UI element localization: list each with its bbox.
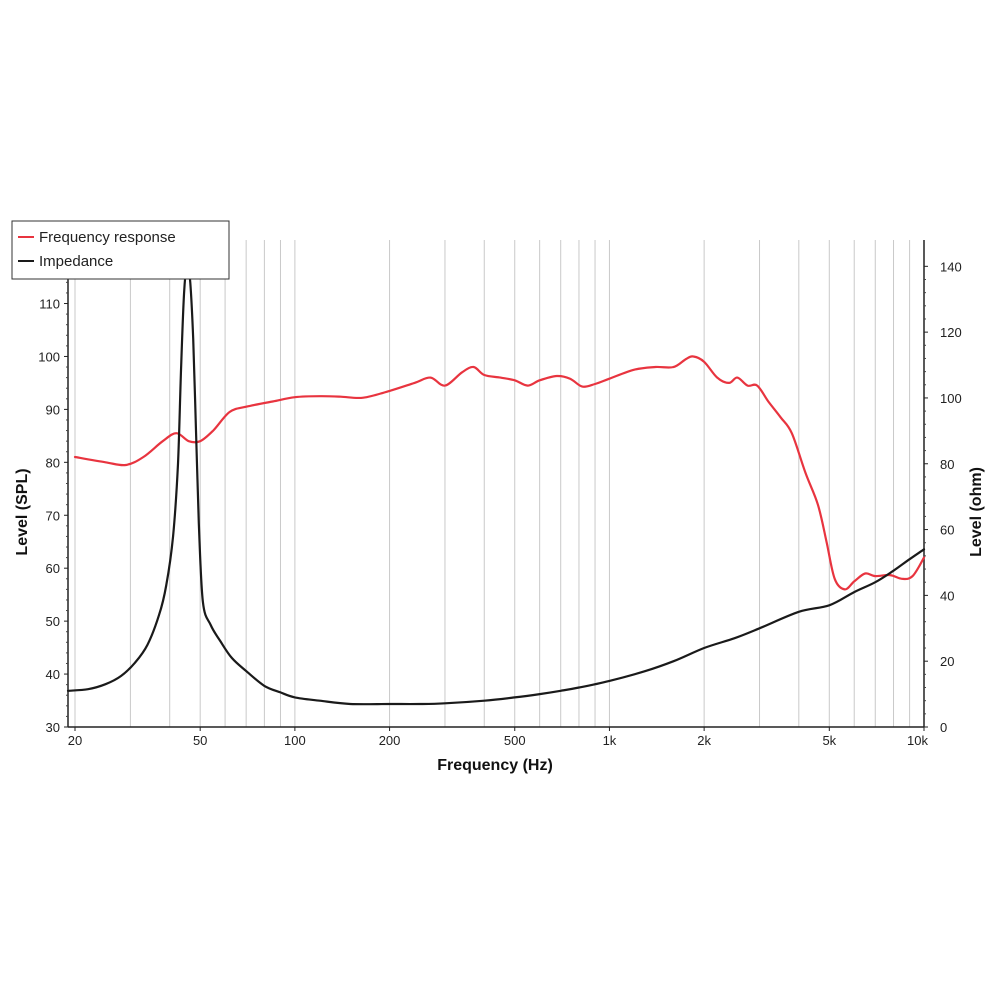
y-tick-label-left: 50 xyxy=(46,614,60,629)
x-tick-label: 2k xyxy=(697,733,711,748)
x-tick-label: 20 xyxy=(68,733,82,748)
legend-label-frequency-response: Frequency response xyxy=(39,229,176,246)
y-tick-label-right: 20 xyxy=(940,654,954,669)
y-tick-label-right: 0 xyxy=(940,720,947,735)
chart-axes: 3040506070809010011012002040608010012014… xyxy=(38,240,962,748)
x-axis-title: Frequency (Hz) xyxy=(437,757,553,774)
y-tick-label-right: 60 xyxy=(940,523,954,538)
y-tick-label-right: 120 xyxy=(940,325,962,340)
y-tick-label-left: 70 xyxy=(46,508,60,523)
y-tick-label-left: 40 xyxy=(46,667,60,682)
chart-series xyxy=(66,265,926,706)
y-axis-title-left: Level (SPL) xyxy=(14,468,31,555)
legend: Frequency response Impedance xyxy=(11,220,230,280)
legend-label-impedance: Impedance xyxy=(39,253,113,270)
x-tick-label: 10k xyxy=(907,733,928,748)
x-tick-label: 1k xyxy=(603,733,617,748)
y-axis-title-right: Level (ohm) xyxy=(968,467,985,557)
y-tick-label-right: 100 xyxy=(940,391,962,406)
y-tick-label-right: 140 xyxy=(940,259,962,274)
x-tick-label: 200 xyxy=(379,733,401,748)
x-tick-label: 5k xyxy=(822,733,836,748)
y-tick-label-left: 30 xyxy=(46,720,60,735)
x-tick-label: 50 xyxy=(193,733,207,748)
chart-grid xyxy=(74,240,925,727)
y-tick-label-right: 80 xyxy=(940,457,954,472)
series-line-impedance xyxy=(66,265,926,706)
y-tick-label-left: 60 xyxy=(46,561,60,576)
y-tick-label-left: 110 xyxy=(39,297,60,312)
x-tick-label: 100 xyxy=(284,733,306,748)
legend-box xyxy=(11,220,230,280)
x-tick-label: 500 xyxy=(504,733,526,748)
y-tick-label-left: 80 xyxy=(46,455,60,470)
y-tick-label-left: 100 xyxy=(38,349,60,364)
y-tick-label-right: 40 xyxy=(940,588,954,603)
series-line-frequency-response xyxy=(73,355,926,591)
y-tick-label-left: 90 xyxy=(46,402,60,417)
